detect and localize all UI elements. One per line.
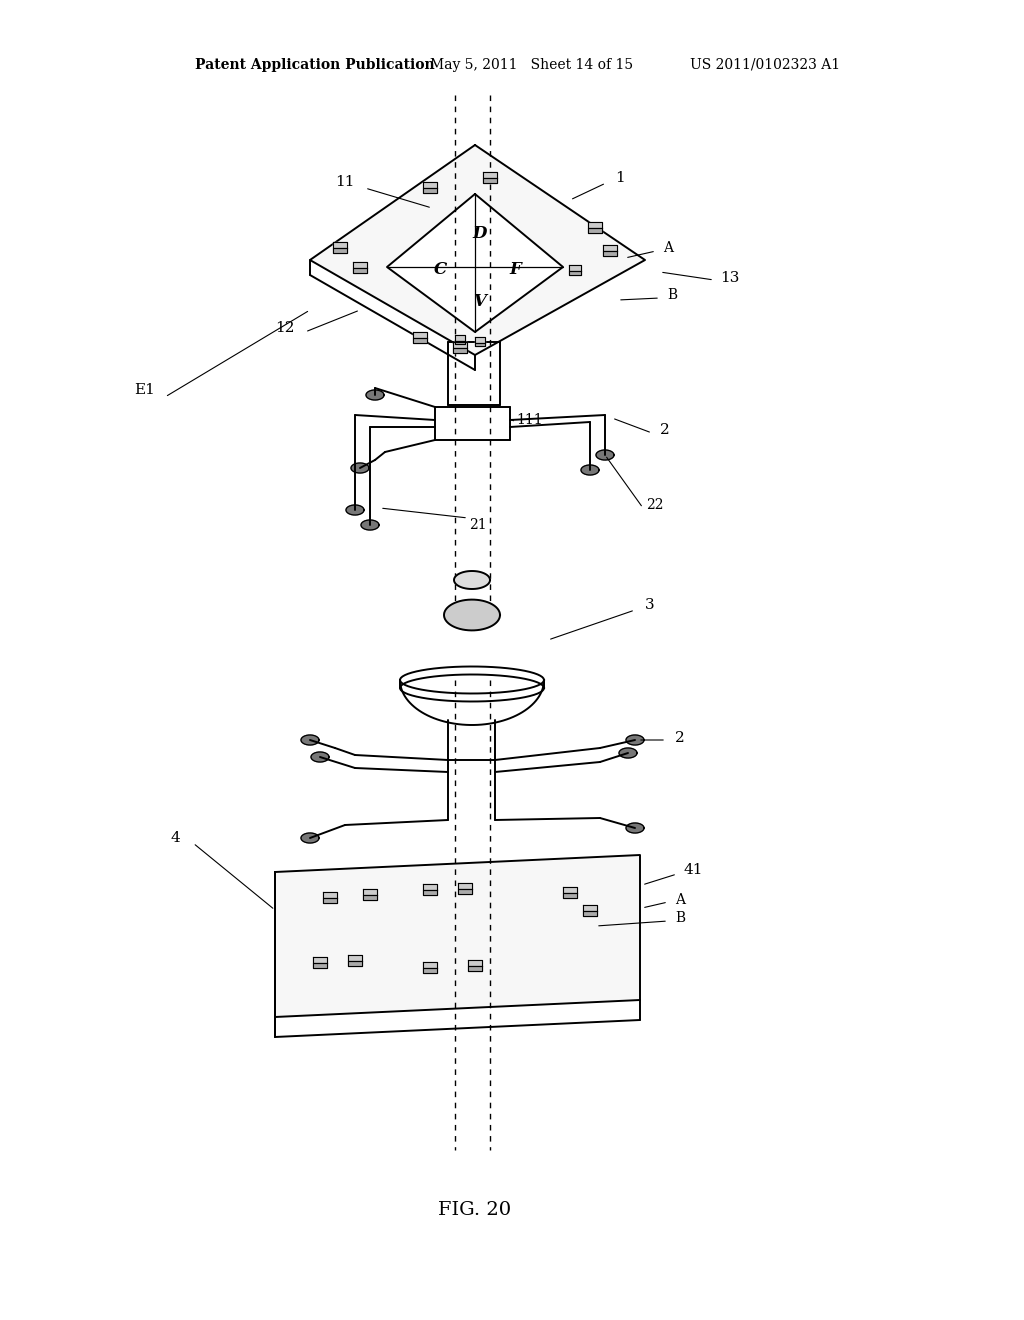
- Text: V: V: [473, 293, 486, 310]
- Text: Patent Application Publication: Patent Application Publication: [195, 58, 434, 73]
- Polygon shape: [423, 890, 436, 895]
- Polygon shape: [301, 833, 319, 843]
- Polygon shape: [301, 735, 319, 744]
- Polygon shape: [569, 265, 581, 271]
- Polygon shape: [626, 735, 644, 744]
- Text: 4: 4: [170, 832, 180, 845]
- Polygon shape: [596, 450, 614, 459]
- Polygon shape: [364, 895, 377, 900]
- Polygon shape: [483, 172, 497, 178]
- Text: 2: 2: [675, 731, 685, 744]
- Polygon shape: [584, 911, 597, 916]
- Text: 111: 111: [517, 413, 544, 426]
- Polygon shape: [324, 899, 337, 903]
- Polygon shape: [275, 855, 640, 1016]
- Text: F: F: [509, 261, 521, 279]
- Text: 21: 21: [469, 517, 486, 532]
- Polygon shape: [313, 957, 327, 964]
- Text: A: A: [663, 242, 673, 255]
- Polygon shape: [455, 335, 465, 341]
- Polygon shape: [346, 506, 364, 515]
- Text: C: C: [433, 261, 446, 279]
- Polygon shape: [353, 268, 367, 273]
- Polygon shape: [351, 463, 369, 473]
- Text: 12: 12: [275, 321, 295, 335]
- Polygon shape: [620, 748, 637, 758]
- Polygon shape: [603, 251, 616, 256]
- Polygon shape: [361, 520, 379, 531]
- Polygon shape: [423, 969, 436, 973]
- Polygon shape: [366, 389, 384, 400]
- Polygon shape: [474, 343, 485, 346]
- Polygon shape: [563, 894, 577, 898]
- Polygon shape: [364, 888, 377, 895]
- Polygon shape: [563, 887, 577, 894]
- Polygon shape: [454, 348, 467, 352]
- Polygon shape: [311, 752, 329, 762]
- Polygon shape: [353, 261, 367, 268]
- Polygon shape: [603, 244, 616, 251]
- Polygon shape: [387, 194, 563, 333]
- Polygon shape: [454, 572, 490, 589]
- Text: A: A: [675, 894, 685, 907]
- Text: 22: 22: [646, 498, 664, 512]
- Polygon shape: [334, 242, 346, 248]
- Polygon shape: [310, 145, 645, 355]
- Polygon shape: [313, 964, 327, 968]
- Text: B: B: [667, 288, 677, 302]
- Text: 13: 13: [720, 271, 739, 285]
- Polygon shape: [589, 228, 602, 232]
- Text: 3: 3: [645, 598, 654, 612]
- Polygon shape: [581, 465, 599, 475]
- Polygon shape: [444, 599, 500, 631]
- Polygon shape: [468, 960, 481, 966]
- Text: May 5, 2011   Sheet 14 of 15: May 5, 2011 Sheet 14 of 15: [430, 58, 633, 73]
- Polygon shape: [459, 883, 472, 890]
- Text: 2: 2: [660, 422, 670, 437]
- Polygon shape: [589, 222, 602, 228]
- Text: 1: 1: [615, 172, 625, 185]
- Polygon shape: [455, 341, 465, 345]
- Text: FIG. 20: FIG. 20: [438, 1201, 512, 1218]
- Polygon shape: [423, 883, 436, 890]
- Text: 11: 11: [335, 176, 354, 189]
- Text: 41: 41: [683, 863, 702, 876]
- Polygon shape: [459, 890, 472, 894]
- Polygon shape: [423, 189, 436, 193]
- Polygon shape: [483, 178, 497, 182]
- Polygon shape: [423, 962, 436, 969]
- Polygon shape: [348, 961, 361, 966]
- Polygon shape: [324, 892, 337, 899]
- Polygon shape: [626, 822, 644, 833]
- Polygon shape: [569, 271, 581, 275]
- Text: D: D: [473, 226, 487, 243]
- Text: B: B: [675, 911, 685, 925]
- Text: E1: E1: [134, 383, 156, 397]
- Polygon shape: [423, 182, 436, 189]
- Text: US 2011/0102323 A1: US 2011/0102323 A1: [690, 58, 840, 73]
- Polygon shape: [474, 338, 485, 343]
- Polygon shape: [334, 248, 346, 252]
- Polygon shape: [414, 338, 427, 343]
- Polygon shape: [468, 966, 481, 970]
- Polygon shape: [414, 331, 427, 338]
- Polygon shape: [584, 904, 597, 911]
- Polygon shape: [348, 954, 361, 961]
- Polygon shape: [454, 342, 467, 348]
